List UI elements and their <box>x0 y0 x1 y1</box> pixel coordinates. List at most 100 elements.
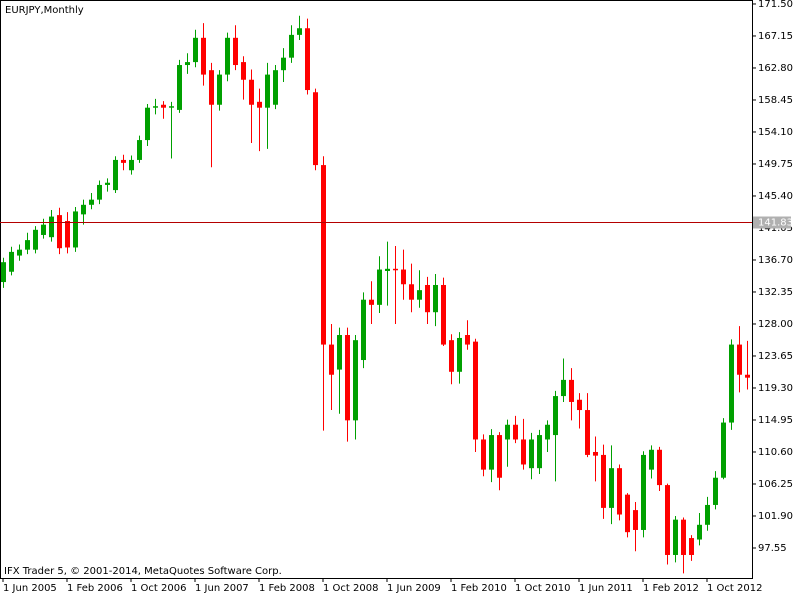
candle-body <box>441 284 446 345</box>
candle-body <box>361 299 366 361</box>
candle-body <box>161 104 166 108</box>
current-price-box <box>753 216 791 229</box>
candle-body <box>729 344 734 423</box>
candle-body <box>65 220 70 248</box>
candle-body <box>345 335 350 421</box>
y-tick-label: 106.25 <box>758 479 793 490</box>
candle-body <box>505 424 510 440</box>
candle-body <box>353 340 358 421</box>
candle-body <box>513 424 518 440</box>
plot-frame <box>0 0 753 579</box>
x-tick-label: 1 Feb 2008 <box>259 583 315 594</box>
candle-body <box>193 37 198 63</box>
candle-body <box>385 268 390 272</box>
y-tick-label: 110.60 <box>758 447 793 458</box>
candle-body <box>241 62 246 80</box>
candle-body <box>465 335 470 345</box>
candle-body <box>305 28 310 91</box>
candle-body <box>417 290 422 300</box>
candle-body <box>577 399 582 411</box>
candle-body <box>497 435 502 478</box>
x-tick-label: 1 Oct 2008 <box>323 583 378 594</box>
candle-body <box>481 439 486 470</box>
candle-body <box>169 106 174 108</box>
candle-body <box>401 269 406 285</box>
y-tick-label: 128.00 <box>758 319 793 330</box>
candle-body <box>81 204 86 215</box>
candle-body <box>585 410 590 455</box>
candle-body <box>1 262 6 283</box>
current-price-label: 141.83 <box>758 218 793 229</box>
candle-body <box>17 249 22 256</box>
y-tick-label: 97.55 <box>758 543 787 554</box>
y-tick-label: 101.90 <box>758 511 793 522</box>
candle-body <box>641 454 646 530</box>
candle-body <box>57 215 62 249</box>
candle-body <box>25 240 30 250</box>
candle-body <box>329 344 334 375</box>
chart-title: EURJPY,Monthly <box>5 5 84 16</box>
y-tick-label: 158.45 <box>758 95 793 106</box>
candle-body <box>33 229 38 250</box>
x-tick-label: 1 Oct 2010 <box>515 583 570 594</box>
candle-body <box>633 510 638 530</box>
candle-body <box>9 251 14 272</box>
y-tick-label: 123.65 <box>758 351 793 362</box>
candle-body <box>281 57 286 71</box>
candle-body <box>97 184 102 200</box>
candle-body <box>289 34 294 58</box>
candle-body <box>177 65 182 110</box>
x-tick-label: 1 Feb 2006 <box>67 583 123 594</box>
candle-body <box>225 37 230 75</box>
candle-body <box>209 70 214 105</box>
candle-body <box>153 106 158 108</box>
candle-body <box>529 439 534 469</box>
candle-body <box>489 435 494 470</box>
y-tick-label: 114.95 <box>758 415 793 426</box>
candle-body <box>257 101 262 108</box>
candle-body <box>409 284 414 300</box>
candle-body <box>425 284 430 313</box>
candle-body <box>537 435 542 469</box>
candle-body <box>457 337 462 372</box>
candle-body <box>201 37 206 75</box>
y-tick-label: 162.80 <box>758 63 793 74</box>
x-tick-label: 1 Jun 2005 <box>3 583 57 594</box>
candle-body <box>89 199 94 205</box>
candle-body <box>337 335 342 370</box>
candle-body <box>569 379 574 402</box>
candle-body <box>369 299 374 305</box>
candle-body <box>721 422 726 478</box>
candle-body <box>233 37 238 66</box>
x-tick-label: 1 Feb 2012 <box>643 583 699 594</box>
y-tick-label: 145.40 <box>758 191 793 202</box>
candle-body <box>745 374 750 378</box>
candle-body <box>73 211 78 248</box>
y-tick-label: 132.35 <box>758 287 793 298</box>
candle-body <box>113 159 118 191</box>
candle-body <box>449 340 454 372</box>
x-tick-label: 1 Oct 2012 <box>707 583 762 594</box>
y-tick-label: 171.50 <box>758 0 793 10</box>
candle-body <box>617 468 622 515</box>
candle-body <box>249 79 254 105</box>
candle-body <box>689 538 694 555</box>
candle-body <box>393 268 398 271</box>
copyright-annotation: IFX Trader 5, © 2001-2014, MetaQuotes So… <box>4 566 282 577</box>
candle-body <box>145 107 150 141</box>
x-tick-label: 1 Feb 2010 <box>451 583 507 594</box>
candle-body <box>609 468 614 508</box>
x-tick-label: 1 Jun 2011 <box>579 583 633 594</box>
candle-body <box>433 284 438 313</box>
candle-body <box>561 379 566 397</box>
x-tick-label: 1 Jun 2007 <box>195 583 249 594</box>
x-tick-label: 1 Oct 2006 <box>131 583 186 594</box>
candle-body <box>681 519 686 555</box>
candle-body <box>297 28 302 35</box>
candle-body <box>129 159 134 171</box>
candle-body <box>137 140 142 160</box>
candle-body <box>705 504 710 525</box>
candle-body <box>737 344 742 375</box>
